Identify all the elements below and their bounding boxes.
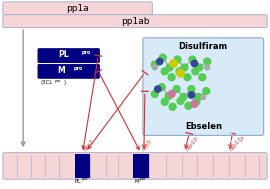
Text: pro: pro [82, 50, 91, 55]
Circle shape [188, 92, 195, 98]
Text: M: M [134, 179, 139, 184]
FancyBboxPatch shape [3, 153, 267, 179]
Text: nsp3: nsp3 [83, 139, 95, 152]
Circle shape [177, 98, 184, 104]
Circle shape [199, 74, 206, 81]
Circle shape [158, 84, 165, 91]
Circle shape [185, 102, 192, 109]
Circle shape [196, 64, 203, 71]
Circle shape [168, 91, 175, 98]
Text: ?: ? [239, 137, 243, 143]
Text: pro: pro [55, 79, 61, 83]
Text: pro: pro [82, 177, 88, 181]
Circle shape [152, 65, 157, 70]
Bar [133, 154, 149, 178]
Text: pp1ab: pp1ab [121, 17, 149, 26]
Circle shape [151, 91, 158, 98]
Circle shape [169, 103, 176, 110]
Circle shape [192, 68, 199, 75]
Text: ): ) [64, 80, 66, 85]
Circle shape [165, 93, 172, 99]
Text: Disulfiram: Disulfiram [179, 42, 228, 51]
Text: pro: pro [140, 177, 146, 181]
Circle shape [201, 94, 206, 99]
Circle shape [184, 74, 191, 81]
Circle shape [161, 98, 168, 105]
Text: PL: PL [59, 50, 69, 60]
Circle shape [191, 100, 198, 107]
Circle shape [155, 86, 161, 92]
Text: (3CL: (3CL [41, 80, 53, 85]
Circle shape [195, 94, 202, 100]
Circle shape [168, 74, 175, 81]
Text: nsp5: nsp5 [141, 139, 153, 152]
Text: M: M [58, 66, 65, 75]
Text: nsp13: nsp13 [229, 136, 244, 152]
Circle shape [189, 56, 196, 63]
Circle shape [203, 88, 210, 94]
Circle shape [193, 98, 200, 105]
Circle shape [173, 86, 180, 93]
Circle shape [157, 58, 163, 65]
Text: nsp10: nsp10 [184, 136, 199, 152]
Text: pp1a: pp1a [66, 4, 89, 13]
Circle shape [181, 64, 188, 71]
Circle shape [177, 70, 184, 77]
Circle shape [176, 68, 183, 75]
Circle shape [166, 64, 173, 71]
FancyBboxPatch shape [143, 38, 264, 135]
Circle shape [174, 56, 181, 63]
Text: pro: pro [73, 66, 83, 70]
Circle shape [161, 68, 168, 75]
FancyBboxPatch shape [38, 49, 99, 63]
Circle shape [188, 86, 195, 93]
Circle shape [151, 61, 158, 68]
FancyBboxPatch shape [3, 2, 152, 15]
Circle shape [170, 60, 177, 67]
Circle shape [180, 94, 187, 100]
Circle shape [159, 54, 166, 61]
Circle shape [191, 60, 198, 67]
FancyBboxPatch shape [38, 64, 99, 78]
Bar [75, 154, 90, 178]
Circle shape [204, 58, 211, 65]
Text: Ebselen: Ebselen [185, 122, 222, 131]
Circle shape [205, 65, 210, 70]
Text: PL: PL [74, 179, 80, 184]
FancyBboxPatch shape [3, 15, 267, 27]
